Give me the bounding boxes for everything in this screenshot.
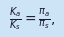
Text: $\frac{K_a}{K_s} = \frac{\pi_a}{\pi_s},$: $\frac{K_a}{K_s} = \frac{\pi_a}{\pi_s},$ bbox=[9, 5, 56, 33]
